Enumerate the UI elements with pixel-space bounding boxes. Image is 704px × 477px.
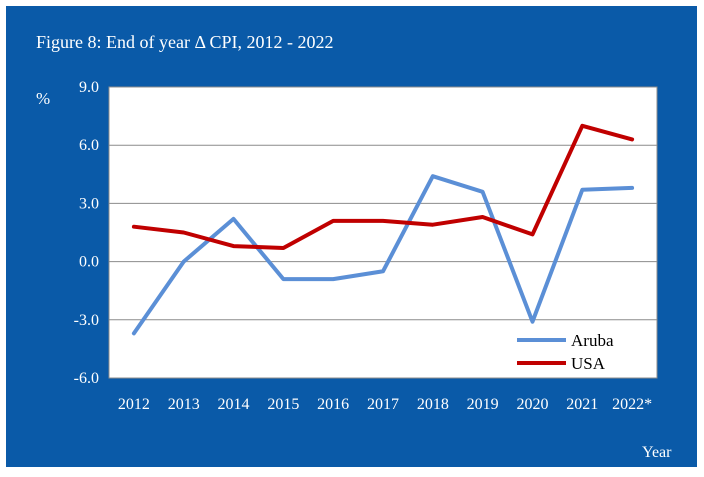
x-tick-label: 2017 <box>367 396 399 413</box>
x-tick-label: 2018 <box>417 396 449 413</box>
x-tick-label: 2022* <box>612 396 652 413</box>
x-tick-label: 2020 <box>516 396 548 413</box>
legend-label: USA <box>571 354 606 373</box>
y-tick-label: -6.0 <box>74 370 99 387</box>
line-chart: 9.0 6.0 3.0 0.0 -3.0 -6.0 2012 2013 2014 2015 2016… <box>74 79 658 413</box>
series-line-aruba <box>131 174 635 336</box>
x-tick-label: 2015 <box>267 396 299 413</box>
x-tick-label: 2016 <box>317 396 349 413</box>
y-tick-label: 3.0 <box>79 195 99 212</box>
legend-label: Aruba <box>571 331 614 350</box>
x-axis-label: Year <box>642 444 672 461</box>
chart-title: Figure 8: End of year Δ CPI, 2012 - 2022 <box>36 32 334 52</box>
y-tick-label: -3.0 <box>74 312 99 329</box>
x-tick-label: 2013 <box>168 396 200 413</box>
series-line-usa <box>131 123 635 250</box>
y-tick-label: 6.0 <box>79 137 99 154</box>
x-tick-label: 2012 <box>118 396 150 413</box>
x-tick-label: 2021 <box>566 396 598 413</box>
x-tick-label: 2019 <box>467 396 499 413</box>
y-axis-unit-label: % <box>36 89 51 108</box>
y-tick-label: 9.0 <box>79 79 99 96</box>
y-tick-label: 0.0 <box>79 254 99 271</box>
chart-panel: Figure 8: End of year Δ CPI, 2012 - 2022… <box>6 6 697 467</box>
x-tick-label: 2014 <box>218 396 250 413</box>
